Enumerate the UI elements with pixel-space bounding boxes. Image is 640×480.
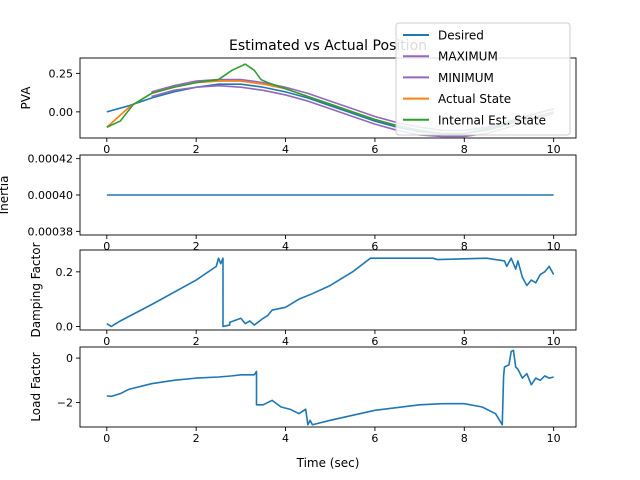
x-tick-label: 6 [371,432,378,445]
x-tick-label: 10 [547,240,561,253]
x-tick-label: 6 [371,143,378,156]
x-tick-label: 4 [282,432,289,445]
x-axis-label: Time (sec) [296,456,360,470]
x-tick-label: 10 [547,335,561,348]
y-tick-label: 0.0 [56,320,74,333]
legend: Desired MAXIMUM MINIMUM Actual State Interna… [395,22,571,136]
axes-frame [79,57,577,139]
x-tick-label: 0 [103,335,110,348]
x-tick-label: 8 [461,240,468,253]
y-tick-label: −2 [57,397,73,410]
x-tick-label: 8 [461,432,468,445]
y-tick-label: 0.00042 [28,153,74,166]
y-tick-label: 0 [66,352,73,365]
x-tick-label: 0 [103,143,110,156]
y-axis-label: Damping Factor [29,242,43,337]
series-line-series-1 [106,349,554,426]
x-tick-label: 2 [193,143,200,156]
legend-label-internal-est-state: Internal Est. State [438,113,546,127]
x-tick-label: 0 [103,240,110,253]
legend-box [395,22,571,136]
x-tick-label: 6 [371,335,378,348]
x-tick-label: 0 [103,432,110,445]
y-tick-label: 0.00038 [28,225,74,238]
x-tick-label: 10 [547,143,561,156]
y-tick-label: 0.00040 [28,189,74,202]
legend-label-desired: Desired [438,29,484,43]
y-axis-label: PVA [19,86,33,110]
y-tick-label: 0.2 [56,266,74,279]
x-tick-label: 2 [193,240,200,253]
x-tick-label: 8 [461,143,468,156]
legend-label-actual-state: Actual State [438,92,511,106]
x-tick-label: 4 [282,240,289,253]
legend-label-maximum: MAXIMUM [438,50,498,64]
subplot-load-factor: 0 2 4 6 8 10 −2 0 Load Factor [29,346,577,445]
legend-label-minimum: MINIMUM [438,71,494,85]
x-tick-label: 8 [461,335,468,348]
series-line-series-1 [106,257,555,328]
y-axis-label: Inertia [0,176,11,215]
axes-frame [79,346,577,428]
y-tick-label: 0.25 [49,67,74,80]
y-axis-label: Load Factor [29,352,43,421]
figure-title: Estimated vs Actual Position [229,38,427,54]
x-tick-label: 2 [193,432,200,445]
y-tick-label: 0.00 [49,106,74,119]
x-tick-label: 10 [547,432,561,445]
subplot-damping-factor: 0 2 4 6 8 10 0.0 0.2 Damping Factor [29,242,577,348]
x-tick-label: 4 [282,143,289,156]
x-tick-label: 4 [282,335,289,348]
axes-frame [79,249,577,331]
x-tick-label: 6 [371,240,378,253]
x-tick-label: 2 [193,335,200,348]
